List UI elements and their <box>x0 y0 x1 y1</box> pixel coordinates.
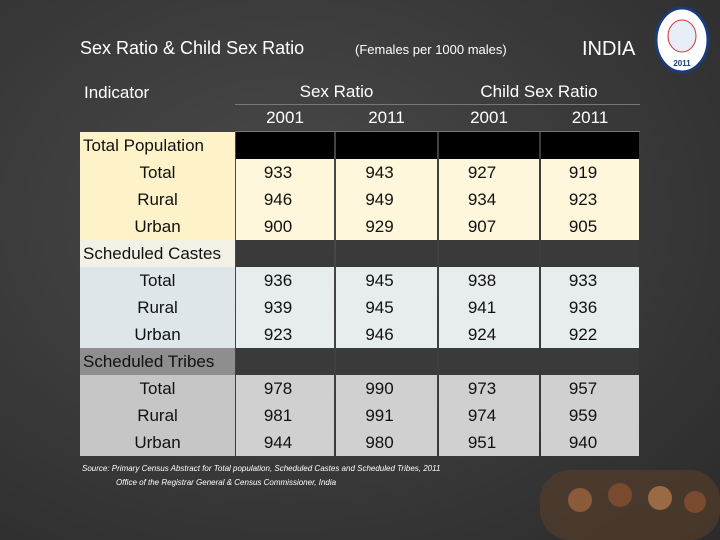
group-value-cell <box>336 132 437 159</box>
group-value-cell <box>439 240 539 267</box>
group-value-cell <box>541 240 639 267</box>
value-cell: 905 <box>541 213 639 240</box>
value-cell: 933 <box>236 159 334 186</box>
logo-year: 2011 <box>673 59 691 68</box>
value-cell: 900 <box>236 213 334 240</box>
value-cell: 929 <box>336 213 437 240</box>
group-label: Total Population <box>80 132 235 159</box>
subtitle: (Females per 1000 males) <box>355 42 507 57</box>
value-cell: 946 <box>336 321 437 348</box>
value-cell: 978 <box>236 375 334 402</box>
group-label: Scheduled Tribes <box>80 348 235 375</box>
value-cell: 949 <box>336 186 437 213</box>
row-label: Urban <box>80 213 235 240</box>
group-value-cell <box>236 132 334 159</box>
value-cell: 941 <box>439 294 539 321</box>
value-cell: 974 <box>439 402 539 429</box>
country: INDIA <box>582 38 636 60</box>
value-cell: 936 <box>236 267 334 294</box>
value-cell: 951 <box>439 429 539 456</box>
value-cell: 940 <box>541 429 639 456</box>
group-value-cell <box>336 348 437 375</box>
group-value-cell <box>439 132 539 159</box>
value-cell: 927 <box>439 159 539 186</box>
value-cell: 938 <box>439 267 539 294</box>
source-line: Office of the Registrar General & Census… <box>116 478 337 487</box>
value-cell: 936 <box>541 294 639 321</box>
header-cell: Indicator <box>84 82 150 102</box>
group-value-cell <box>336 240 437 267</box>
row-label: Total <box>80 375 235 402</box>
value-cell: 924 <box>439 321 539 348</box>
group-label: Scheduled Castes <box>80 240 235 267</box>
value-cell: 944 <box>236 429 334 456</box>
year-cell: 2001 <box>235 105 335 132</box>
row-label: Rural <box>80 294 235 321</box>
value-cell: 923 <box>541 186 639 213</box>
value-cell: 933 <box>541 267 639 294</box>
value-cell: 945 <box>336 294 437 321</box>
value-cell: 934 <box>439 186 539 213</box>
value-cell: 945 <box>336 267 437 294</box>
year-cell: 2011 <box>335 105 438 132</box>
row-label: Total <box>80 267 235 294</box>
row-label: Rural <box>80 186 235 213</box>
value-cell: 973 <box>439 375 539 402</box>
value-cell: 959 <box>541 402 639 429</box>
value-cell: 922 <box>541 321 639 348</box>
year-cell: 2011 <box>540 105 640 132</box>
value-cell: 991 <box>336 402 437 429</box>
photo <box>540 470 720 540</box>
row-label: Total <box>80 159 235 186</box>
value-cell: 990 <box>336 375 437 402</box>
group-value-cell <box>541 132 639 159</box>
value-cell: 907 <box>439 213 539 240</box>
title: Sex Ratio & Child Sex Ratio <box>80 38 305 58</box>
value-cell: 919 <box>541 159 639 186</box>
row-label: Rural <box>80 402 235 429</box>
logo: 2011 <box>654 6 710 74</box>
value-cell: 980 <box>336 429 437 456</box>
group-value-cell <box>236 240 334 267</box>
value-cell: 923 <box>236 321 334 348</box>
row-label: Urban <box>80 429 235 456</box>
value-cell: 981 <box>236 402 334 429</box>
row-label: Urban <box>80 321 235 348</box>
header-cell: Child Sex Ratio <box>438 80 640 105</box>
value-cell: 943 <box>336 159 437 186</box>
header-cell: Sex Ratio <box>235 80 438 105</box>
group-value-cell <box>236 348 334 375</box>
value-cell: 957 <box>541 375 639 402</box>
year-cell: 2001 <box>438 105 540 132</box>
group-value-cell <box>541 348 639 375</box>
group-value-cell <box>439 348 539 375</box>
source-line: Source: Primary Census Abstract for Tota… <box>82 464 441 473</box>
value-cell: 939 <box>236 294 334 321</box>
value-cell: 946 <box>236 186 334 213</box>
